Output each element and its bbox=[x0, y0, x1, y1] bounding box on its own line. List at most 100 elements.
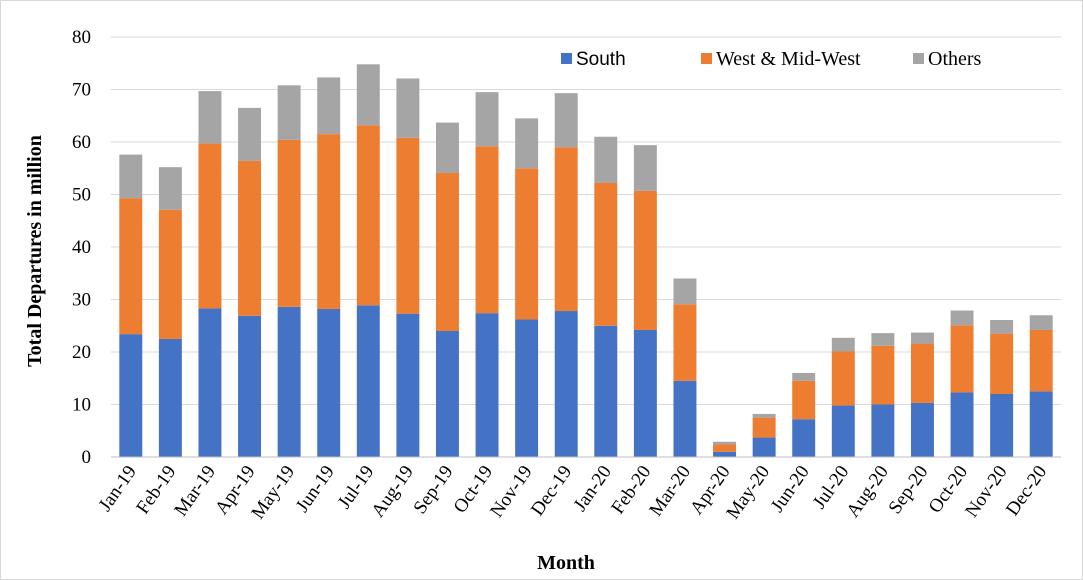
bar-others-sep-19 bbox=[435, 122, 459, 173]
bar-others-aug-19 bbox=[396, 78, 420, 138]
y-tick-label: 30 bbox=[72, 290, 91, 311]
bar-south-jan-19 bbox=[119, 334, 143, 457]
x-tick-label: Nov-19 bbox=[486, 462, 537, 522]
bar-others-jul-19 bbox=[356, 64, 380, 126]
y-tick-label: 80 bbox=[72, 27, 91, 48]
y-tick-label: 0 bbox=[82, 447, 92, 468]
x-tick-label: Aug-20 bbox=[842, 462, 893, 522]
legend-swatch bbox=[701, 53, 712, 64]
x-tick-label: Mar-20 bbox=[645, 462, 695, 520]
bar-south-jun-19 bbox=[317, 308, 341, 457]
bar-west-mid-west-apr-20 bbox=[713, 444, 737, 452]
legend-label: Others bbox=[928, 48, 982, 70]
y-tick-label: 10 bbox=[72, 395, 91, 416]
legend-swatch bbox=[561, 53, 572, 64]
legend-swatch bbox=[913, 53, 924, 64]
bar-west-mid-west-jul-19 bbox=[356, 125, 380, 306]
bar-west-mid-west-mar-19 bbox=[198, 143, 222, 309]
bar-south-may-19 bbox=[277, 306, 301, 457]
y-tick-label: 20 bbox=[72, 342, 91, 363]
bar-others-nov-20 bbox=[990, 319, 1014, 334]
bar-others-feb-20 bbox=[633, 145, 657, 191]
y-tick-label: 60 bbox=[72, 132, 91, 153]
bar-west-mid-west-feb-19 bbox=[158, 209, 182, 339]
bar-west-mid-west-may-19 bbox=[277, 139, 301, 307]
x-tick-label: Dec-20 bbox=[1002, 462, 1051, 520]
bar-others-jun-19 bbox=[317, 77, 341, 135]
bar-west-mid-west-mar-20 bbox=[673, 304, 697, 381]
bar-others-dec-20 bbox=[1029, 315, 1053, 330]
x-tick-label: Dec-19 bbox=[527, 462, 576, 520]
bar-south-mar-19 bbox=[198, 308, 222, 457]
bar-west-mid-west-oct-20 bbox=[950, 325, 974, 393]
bar-south-jan-20 bbox=[594, 325, 618, 457]
bar-south-feb-20 bbox=[633, 329, 657, 457]
x-tick-label: Mar-19 bbox=[170, 462, 220, 520]
bar-others-mar-19 bbox=[198, 91, 222, 144]
bar-west-mid-west-jul-20 bbox=[831, 351, 855, 406]
bar-others-aug-20 bbox=[871, 333, 895, 346]
bar-south-oct-20 bbox=[950, 392, 974, 457]
bar-others-apr-19 bbox=[238, 107, 262, 161]
bar-south-nov-19 bbox=[515, 319, 539, 457]
bar-others-oct-19 bbox=[475, 92, 499, 147]
x-tick-label: Nov-20 bbox=[961, 462, 1012, 522]
bar-west-mid-west-jun-19 bbox=[317, 134, 341, 309]
bar-west-mid-west-aug-19 bbox=[396, 137, 420, 314]
bar-others-jun-20 bbox=[792, 373, 816, 381]
bar-south-dec-20 bbox=[1029, 391, 1053, 457]
bar-west-mid-west-jan-19 bbox=[119, 198, 143, 335]
bar-west-mid-west-may-20 bbox=[752, 417, 776, 438]
bar-west-mid-west-nov-19 bbox=[515, 168, 539, 320]
legend-item-others: Others bbox=[913, 48, 982, 70]
bar-south-jun-20 bbox=[792, 419, 816, 457]
legend-item-west-mid-west: West & Mid-West bbox=[701, 48, 861, 70]
bar-west-mid-west-apr-19 bbox=[238, 160, 262, 316]
legend-label: South bbox=[576, 49, 626, 70]
y-tick-label: 40 bbox=[72, 237, 91, 258]
y-tick-label: 70 bbox=[72, 80, 91, 101]
bar-others-may-20 bbox=[752, 413, 776, 418]
bar-south-dec-19 bbox=[554, 311, 578, 457]
bar-others-jan-20 bbox=[594, 136, 618, 183]
bar-south-aug-20 bbox=[871, 404, 895, 457]
bar-others-apr-20 bbox=[713, 441, 737, 445]
bar-west-mid-west-nov-20 bbox=[990, 333, 1014, 394]
bar-south-aug-19 bbox=[396, 313, 420, 457]
bar-west-mid-west-feb-20 bbox=[633, 190, 657, 330]
bar-south-mar-20 bbox=[673, 380, 697, 457]
bar-others-dec-19 bbox=[554, 93, 578, 148]
bar-south-sep-19 bbox=[435, 331, 459, 457]
bar-west-mid-west-oct-19 bbox=[475, 146, 499, 314]
bar-west-mid-west-dec-19 bbox=[554, 147, 578, 312]
y-tick-label: 50 bbox=[72, 185, 91, 206]
bar-south-sep-20 bbox=[910, 402, 934, 457]
bar-south-oct-19 bbox=[475, 313, 499, 457]
bar-south-feb-19 bbox=[158, 338, 182, 457]
bar-west-mid-west-sep-19 bbox=[435, 172, 459, 331]
x-tick-label: Sep-20 bbox=[884, 462, 932, 518]
bar-west-mid-west-dec-20 bbox=[1029, 329, 1053, 392]
bar-south-apr-19 bbox=[238, 315, 262, 457]
bar-others-oct-20 bbox=[950, 310, 974, 326]
x-tick-label: Jun-19 bbox=[292, 462, 339, 516]
bar-west-mid-west-sep-20 bbox=[910, 343, 934, 403]
x-tick-label: Sep-19 bbox=[409, 462, 457, 518]
bar-south-nov-20 bbox=[990, 394, 1014, 457]
legend-label: West & Mid-West bbox=[716, 48, 861, 70]
bar-others-sep-20 bbox=[910, 332, 934, 344]
bar-south-jul-20 bbox=[831, 405, 855, 457]
x-axis-title: Month bbox=[537, 552, 595, 574]
bar-others-may-19 bbox=[277, 85, 301, 140]
x-tick-label: Aug-19 bbox=[367, 462, 418, 522]
bar-west-mid-west-jan-20 bbox=[594, 182, 618, 326]
bar-others-mar-20 bbox=[673, 278, 697, 305]
bar-south-apr-20 bbox=[713, 451, 737, 457]
bar-others-jul-20 bbox=[831, 337, 855, 352]
bar-others-nov-19 bbox=[515, 118, 539, 169]
bar-south-jul-19 bbox=[356, 305, 380, 457]
legend-item-south: South bbox=[561, 49, 626, 70]
y-axis-title: Total Departures in million bbox=[24, 135, 46, 367]
